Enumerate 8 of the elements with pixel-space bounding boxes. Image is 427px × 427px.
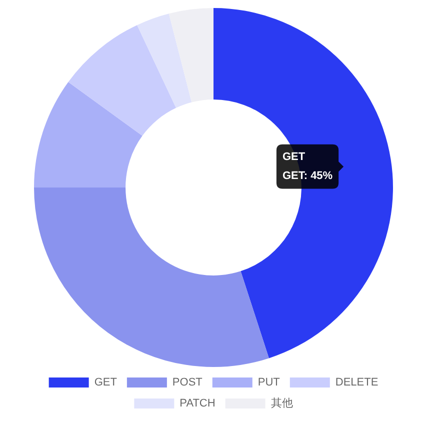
slice-label: GET	[282, 151, 306, 164]
legend-label: GET	[94, 376, 118, 389]
legend-label: 其他	[270, 396, 293, 410]
legend-label: POST	[172, 376, 203, 389]
legend-label: PUT	[258, 376, 280, 389]
legend-label: PATCH	[180, 398, 216, 410]
legend-label: DELETE	[335, 376, 378, 389]
data-label: GET: 45%	[282, 170, 333, 182]
